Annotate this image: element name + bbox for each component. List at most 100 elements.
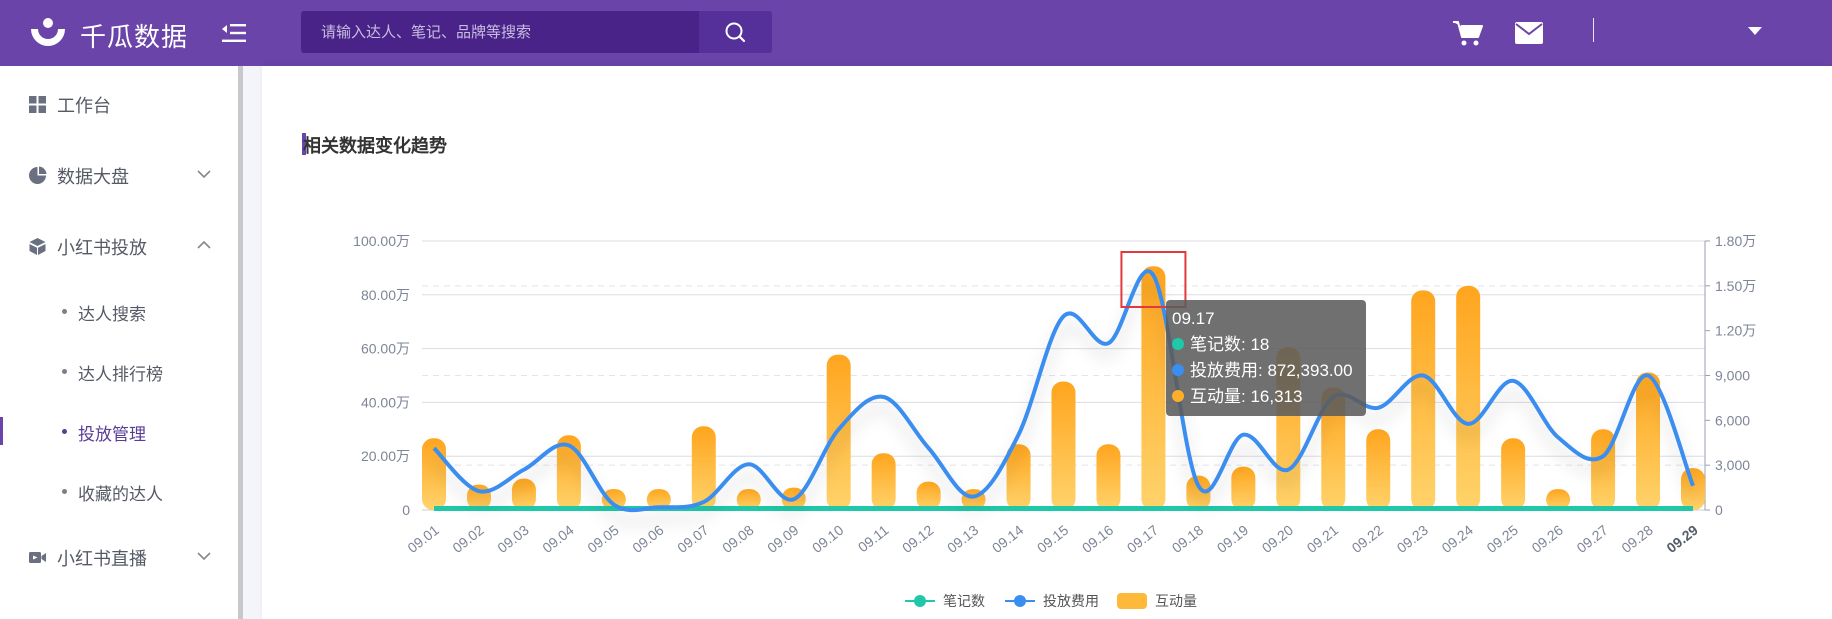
right-axis-tick-label: 9,000 [1715, 368, 1750, 384]
search-input[interactable] [301, 11, 681, 53]
interaction-bar[interactable] [1186, 475, 1211, 510]
x-axis-tick-label: 09.05 [584, 522, 622, 556]
bullet-dot [62, 309, 67, 314]
legend-line-marker-icon [1005, 595, 1035, 607]
sidebar-item-data-dashboard[interactable]: 数据大盘 [0, 155, 238, 195]
sidebar-subitem-label: 投放管理 [78, 425, 146, 444]
search-button[interactable] [699, 11, 772, 53]
interaction-bar[interactable] [1141, 266, 1166, 510]
x-axis-tick-label: 09.04 [539, 522, 577, 556]
right-axis-tick-label: 0 [1715, 502, 1723, 518]
user-dropdown-icon[interactable] [1748, 26, 1762, 36]
interaction-bar[interactable] [646, 489, 671, 510]
interaction-bar[interactable] [736, 489, 761, 510]
chevron-down-icon [197, 170, 211, 179]
x-axis-tick-label: 09.17 [1124, 522, 1162, 556]
interaction-bar[interactable] [691, 426, 716, 510]
left-axis-tick-label: 60.00万 [361, 341, 410, 357]
x-axis-tick-label: 09.29 [1663, 522, 1701, 556]
legend-bar-marker-icon [1117, 593, 1147, 609]
sidebar-item-label: 工作台 [57, 96, 111, 116]
mail-icon[interactable] [1515, 22, 1543, 44]
right-axis-tick-label: 1.50万 [1715, 278, 1756, 294]
left-axis-tick-label: 80.00万 [361, 287, 410, 303]
tooltip-series-dot [1172, 338, 1184, 350]
interaction-bar[interactable] [916, 481, 941, 510]
x-axis-tick-label: 09.03 [494, 522, 532, 556]
interaction-bar[interactable] [1096, 444, 1121, 510]
tooltip-series-dot [1172, 390, 1184, 402]
sidebar-scrollbar[interactable] [238, 66, 243, 619]
interaction-bar[interactable] [556, 435, 581, 510]
x-axis-tick-label: 09.26 [1528, 522, 1566, 556]
menu-collapse-icon[interactable] [222, 22, 246, 44]
sidebar-item-workbench[interactable]: 工作台 [0, 84, 238, 124]
x-axis-tick-label: 09.15 [1034, 522, 1072, 556]
tooltip-line: 笔记数: 18 [1190, 335, 1269, 354]
legend-label: 笔记数 [943, 593, 985, 609]
top-bar: 千瓜数据 [0, 0, 1832, 66]
sidebar-item-label: 小红书投放 [57, 238, 147, 258]
interaction-bar[interactable] [511, 478, 536, 510]
chevron-up-icon [197, 240, 211, 249]
interaction-bar[interactable] [1006, 444, 1031, 510]
x-axis-tick-label: 09.06 [629, 522, 667, 556]
x-axis-tick-label: 09.18 [1169, 522, 1207, 556]
sidebar-item-xhs-placement[interactable]: 小红书投放 [0, 226, 238, 266]
header-divider [1593, 18, 1594, 42]
sidebar-subitem-influencer-search[interactable]: 达人搜索 [0, 293, 238, 329]
section-title-accent [302, 133, 306, 155]
x-axis-tick-label: 09.23 [1394, 522, 1432, 556]
x-axis-tick-label: 09.16 [1079, 522, 1117, 556]
tooltip-series-dot [1172, 364, 1184, 376]
bullet-dot [62, 369, 67, 374]
sidebar-item-label: 数据大盘 [57, 167, 129, 187]
logo-icon[interactable] [28, 15, 68, 51]
left-axis-tick-label: 40.00万 [361, 394, 410, 410]
cube-icon [29, 238, 46, 255]
sidebar-subitem-label: 收藏的达人 [78, 485, 163, 504]
search-box [301, 11, 699, 53]
x-axis-tick-label: 09.11 [855, 522, 892, 556]
x-axis-tick-label: 09.13 [944, 522, 982, 556]
tooltip-line: 投放费用: 872,393.00 [1190, 361, 1353, 380]
sidebar-subitem-favorite-influencers[interactable]: 收藏的达人 [0, 473, 238, 509]
right-axis-tick-label: 1.80万 [1715, 233, 1756, 249]
interaction-bar[interactable] [1411, 290, 1436, 510]
interaction-bar[interactable] [1231, 466, 1256, 510]
dashboard-grid-icon [29, 96, 46, 113]
interaction-bar[interactable] [1051, 381, 1076, 510]
x-axis-tick-label: 09.12 [899, 522, 937, 556]
cart-icon[interactable] [1452, 19, 1484, 47]
legend-line-marker-icon [905, 595, 935, 607]
interaction-bar[interactable] [1456, 285, 1481, 510]
sidebar-subitem-placement-management[interactable]: 投放管理 [0, 413, 238, 449]
x-axis-tick-label: 09.07 [674, 522, 712, 556]
legend-label: 互动量 [1155, 593, 1197, 609]
highlight-box [1120, 251, 1187, 308]
interaction-bar[interactable] [1321, 387, 1346, 510]
interaction-bar[interactable] [1681, 468, 1705, 510]
app-title[interactable]: 千瓜数据 [80, 22, 189, 52]
active-indicator [0, 417, 3, 445]
interaction-bar[interactable] [1366, 429, 1391, 510]
interaction-bar[interactable] [601, 489, 626, 510]
legend-label: 投放费用 [1043, 593, 1099, 609]
interaction-bar[interactable] [1501, 438, 1526, 510]
chevron-down-icon [197, 552, 211, 561]
interaction-bar[interactable] [1546, 489, 1571, 510]
right-axis-tick-label: 1.20万 [1715, 323, 1756, 339]
video-camera-icon [29, 552, 46, 563]
sidebar-subitem-label: 达人排行榜 [78, 365, 163, 384]
trend-chart: 0 20.00万 40.00万 60.00万 80.00万 100.00万 0 3,000 6,… [353, 233, 1756, 556]
sidebar-item-xhs-live[interactable]: 小红书直播 [0, 537, 238, 577]
sidebar-subitem-influencer-ranking[interactable]: 达人排行榜 [0, 353, 238, 389]
interaction-bar[interactable] [871, 453, 896, 510]
interaction-bar[interactable] [1636, 372, 1661, 510]
bullet-dot [62, 489, 67, 494]
tooltip-line: 互动量: 16,313 [1190, 387, 1302, 406]
x-axis-tick-label: 09.02 [449, 522, 487, 556]
left-axis-tick-label: 0 [402, 502, 410, 518]
cost-line[interactable] [432, 269, 1695, 513]
tooltip-title: 09.17 [1172, 309, 1215, 328]
